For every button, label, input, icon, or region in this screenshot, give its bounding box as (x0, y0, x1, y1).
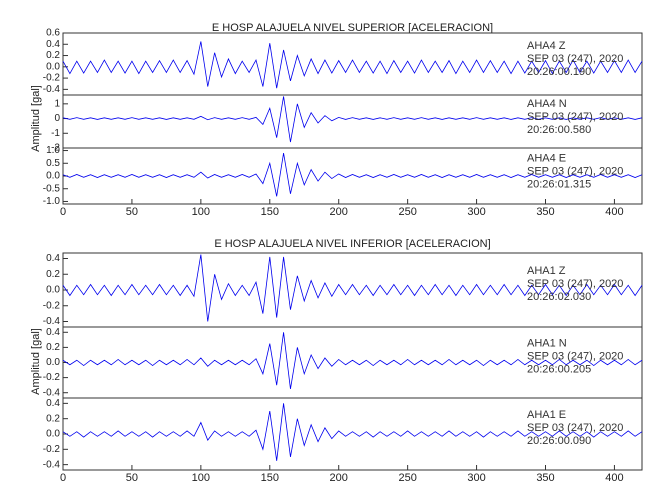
waveform (62, 254, 643, 322)
y-tick-label: -0.4 (43, 459, 61, 470)
date-label: SEP 03 (247), 2020 (527, 165, 623, 177)
y-tick-label: -0.4 (43, 84, 61, 95)
y-tick-label: -0.2 (43, 300, 61, 311)
waveform (62, 153, 643, 197)
y-tick-label: -0.4 (43, 387, 61, 398)
date-label: SEP 03 (247), 2020 (527, 422, 623, 434)
time-label: 20:26:00.090 (527, 435, 591, 447)
x-tick-label: 150 (261, 472, 279, 484)
x-tick-label: 350 (536, 472, 554, 484)
y-tick-label: 0.0 (46, 357, 60, 368)
station-label: AHA4 Z (527, 40, 566, 52)
time-label: 20:26:01.315 (527, 178, 591, 190)
y-tick-label: 0.0 (46, 429, 60, 440)
y-tick-label: -0.5 (43, 183, 61, 194)
y-tick-label: -0.2 (43, 73, 61, 84)
y-tick-label: -0.2 (43, 444, 61, 455)
date-label: SEP 03 (247), 2020 (527, 351, 623, 363)
date-label: SEP 03 (247), 2020 (527, 111, 623, 123)
station-label: AHA1 Z (527, 265, 566, 277)
y-tick-label: 0.2 (46, 50, 60, 61)
x-tick-label: 400 (605, 472, 623, 484)
time-label: 20:26:00.580 (527, 124, 591, 136)
chart-title: E HOSP ALAJUELA NIVEL INFERIOR [ACELERAC… (214, 238, 490, 250)
y-tick-label: -1 (51, 128, 60, 139)
y-tick-label: 1 (54, 98, 60, 109)
y-tick-label: 0.2 (46, 342, 60, 353)
y-tick-label: 1.0 (46, 145, 60, 156)
y-tick-label: 0 (54, 113, 60, 124)
x-tick-label: 350 (536, 206, 554, 218)
time-label: 20:26:02.030 (527, 291, 591, 303)
station-label: AHA4 E (527, 152, 566, 164)
date-label: SEP 03 (247), 2020 (527, 53, 623, 65)
waveform (62, 41, 643, 89)
x-tick-label: 250 (398, 206, 416, 218)
y-tick-label: 0.4 (46, 39, 60, 50)
station-label: AHA4 N (527, 98, 567, 110)
y-tick-label: 0.4 (46, 253, 60, 264)
x-tick-label: 200 (330, 206, 348, 218)
y-tick-label: 0.2 (46, 269, 60, 280)
x-tick-label: 300 (467, 472, 485, 484)
y-axis-label: Amplitud [gal] (30, 328, 42, 395)
y-tick-label: 0.0 (46, 61, 60, 72)
y-tick-label: 0.0 (46, 285, 60, 296)
y-axis-label: Amplitud [gal] (30, 85, 42, 152)
waveform (62, 332, 643, 390)
y-tick-label: 0.4 (46, 398, 60, 409)
x-tick-label: 250 (398, 472, 416, 484)
y-tick-label: -0.4 (43, 316, 61, 327)
x-tick-label: 100 (192, 472, 210, 484)
x-tick-label: 200 (330, 472, 348, 484)
waveform (62, 403, 643, 461)
waveform (62, 96, 643, 143)
x-tick-label: 400 (605, 206, 623, 218)
y-tick-label: 0.2 (46, 413, 60, 424)
time-label: 20:26:00.190 (527, 66, 591, 78)
x-tick-label: 50 (126, 206, 138, 218)
x-tick-label: 100 (192, 206, 210, 218)
y-tick-label: 0.0 (46, 171, 60, 182)
x-tick-label: 50 (126, 472, 138, 484)
x-tick-label: 150 (261, 206, 279, 218)
y-tick-label: -2 (51, 143, 60, 154)
time-label: 20:26:00.205 (527, 364, 591, 376)
y-tick-label: 0.4 (46, 327, 60, 338)
station-label: AHA1 E (527, 409, 566, 421)
x-tick-label: 300 (467, 206, 485, 218)
x-tick-label: 0 (60, 206, 66, 218)
x-tick-label: 0 (60, 472, 66, 484)
station-label: AHA1 N (527, 338, 567, 350)
date-label: SEP 03 (247), 2020 (527, 278, 623, 290)
y-tick-label: 0.6 (46, 28, 60, 39)
chart-title: E HOSP ALAJUELA NIVEL SUPERIOR [ACELERAC… (212, 22, 493, 34)
y-tick-label: -1.0 (43, 196, 61, 207)
y-tick-label: 0.5 (46, 158, 60, 169)
y-tick-label: -0.2 (43, 372, 61, 383)
